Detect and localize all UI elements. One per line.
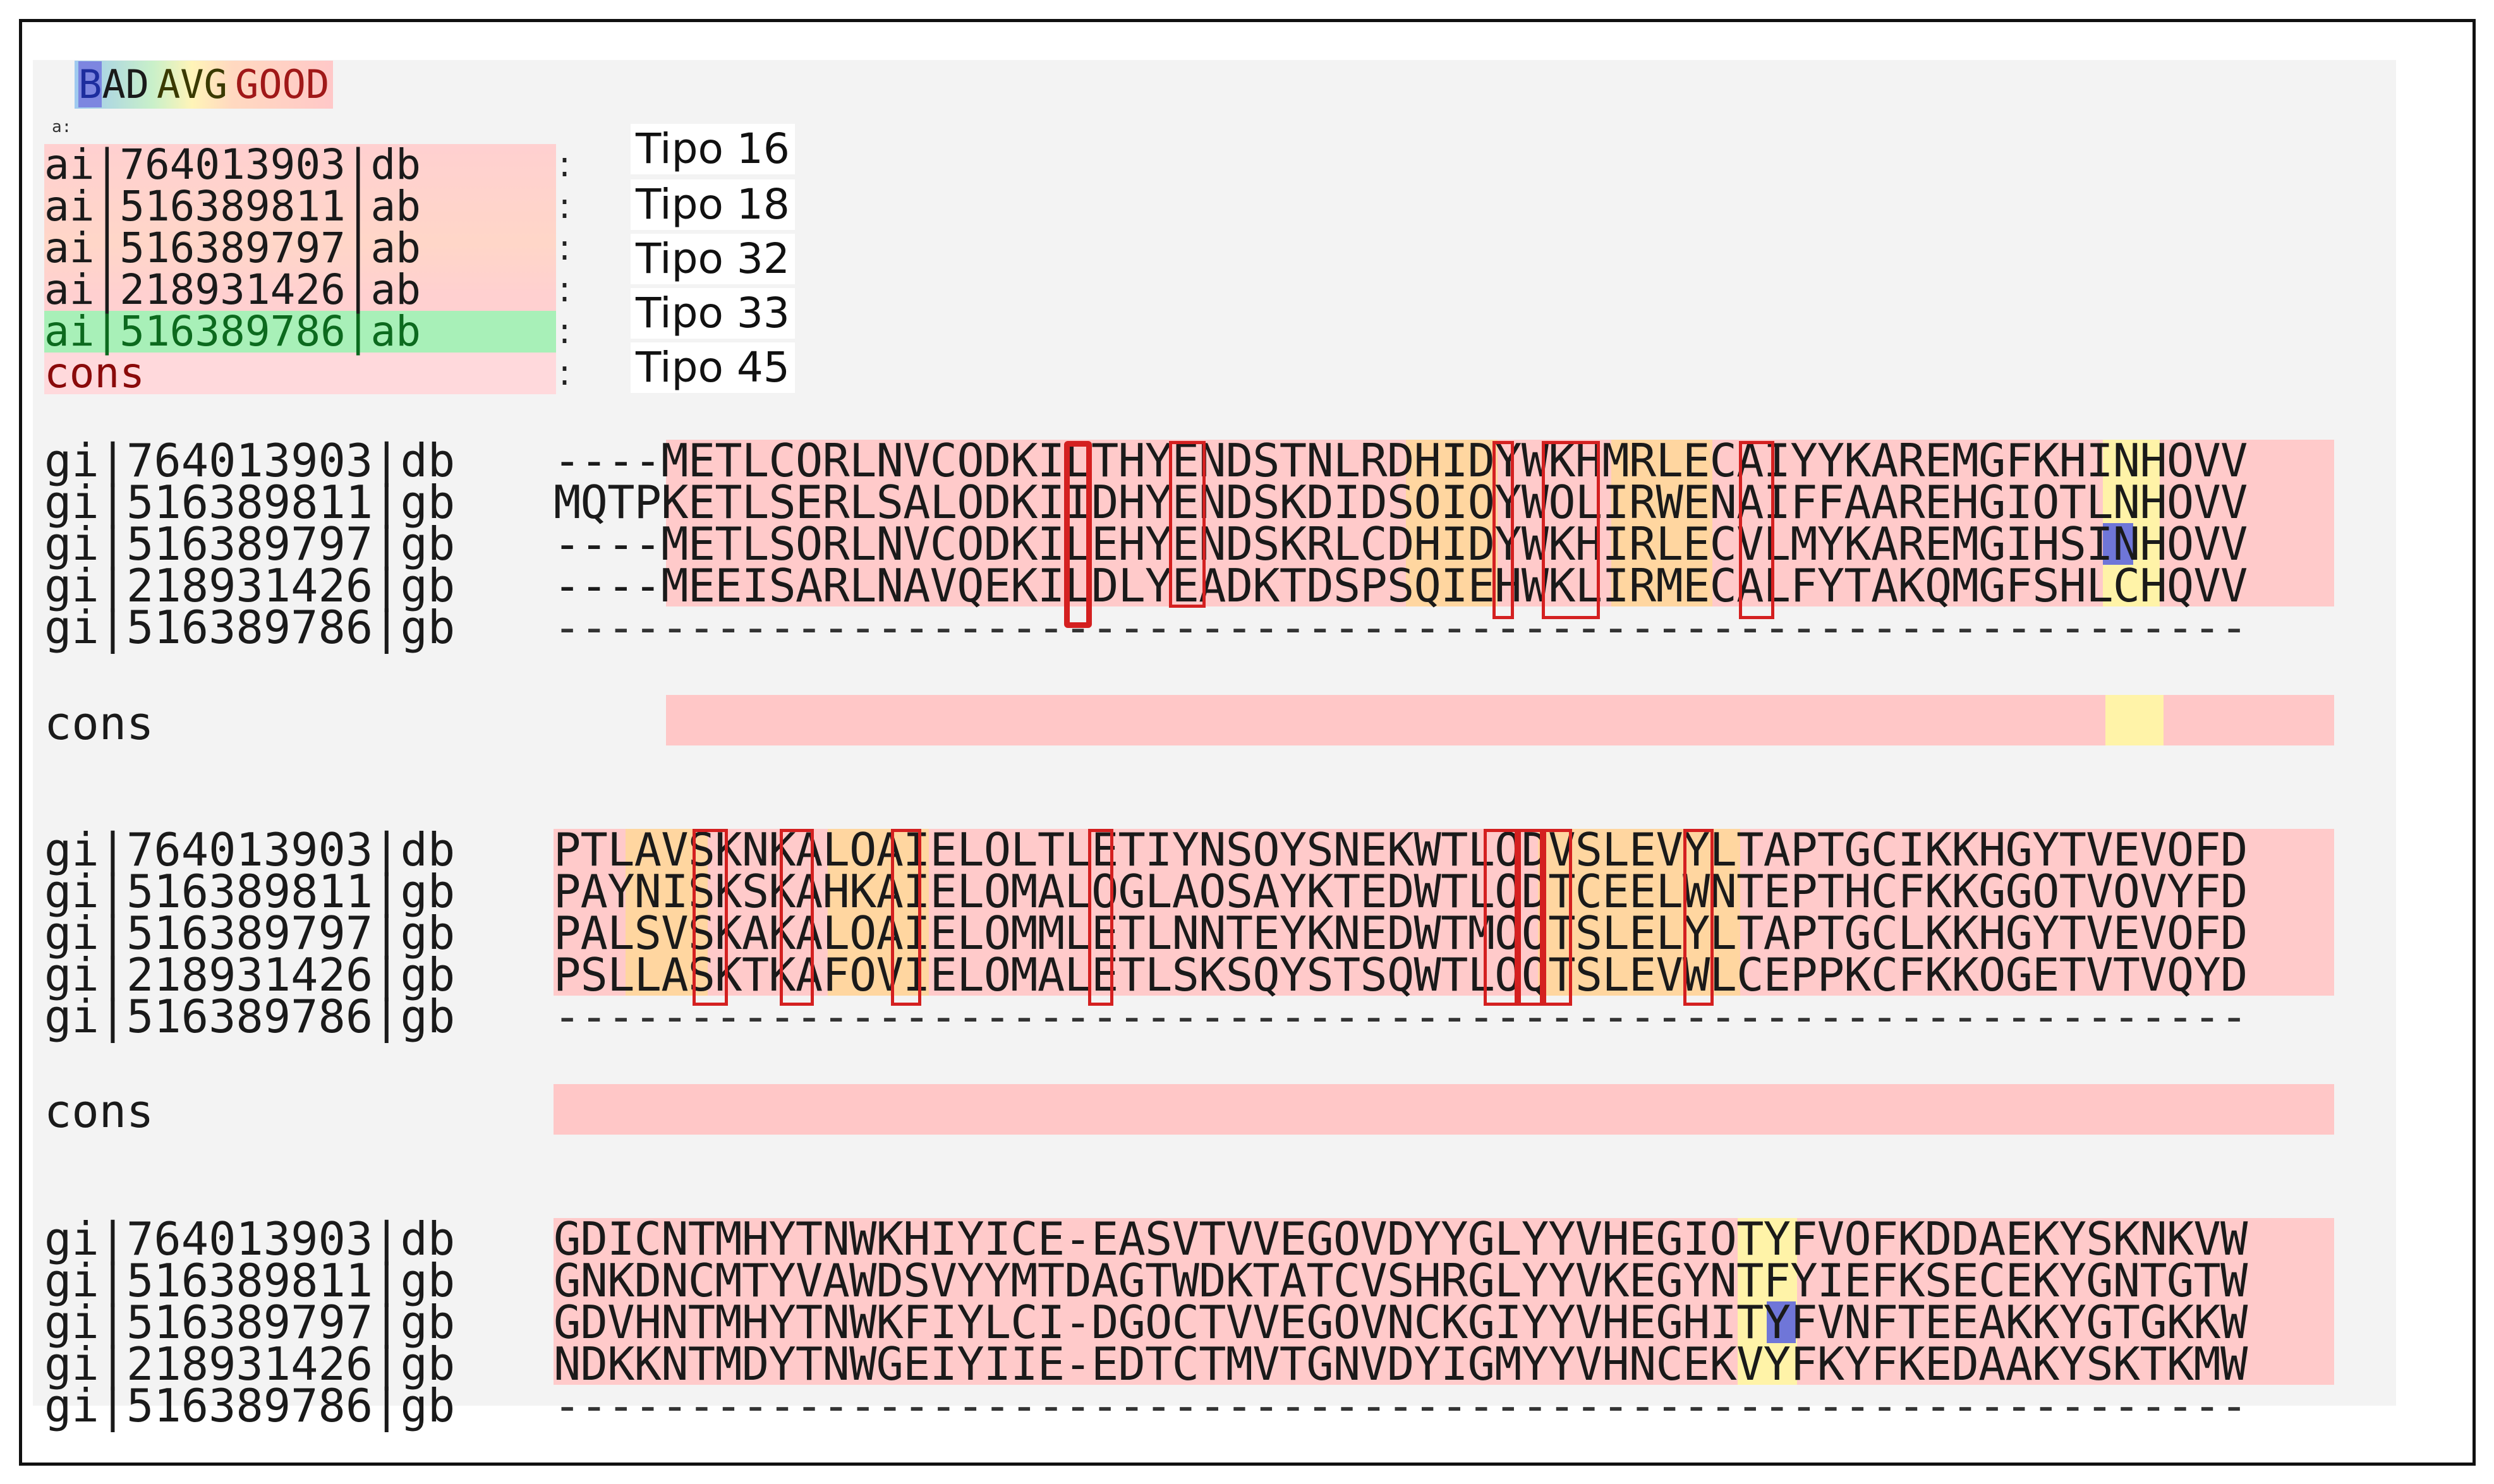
colon: : [559,144,571,185]
colon: : [559,186,571,227]
conserved-column-box [1484,829,1518,1006]
conserved-column-box [693,829,728,1006]
header-name-1: ai|764013903|db [44,140,421,189]
seq-name-b3-r3: gi|516389797|gb [44,1296,456,1349]
header-name-2: ai|516389811|ab [44,182,421,231]
seq-name-b2-r1: gi|764013903|db [44,823,456,876]
seq-name-b3-r4: gi|218931426|gb [44,1337,456,1390]
header-name-cons: cons [44,349,145,397]
bad-score-cell [2103,523,2133,565]
colon: : [559,227,571,268]
conserved-column-box [1064,441,1092,628]
seq-name-b3-r2: gi|516389811|gb [44,1254,456,1307]
seq-name-b1-r5: gi|516389786|gb [44,601,456,654]
sequence-b1-r5: ----------------------------------------… [554,601,2248,654]
conserved-column-box [1739,441,1774,619]
conserved-column-box [1169,441,1206,608]
conserved-column-box [780,829,814,1006]
cons-label-b1: cons [44,697,154,750]
tipo-label-16: Tipo 16 [631,124,795,174]
conserved-column-box [1492,441,1514,619]
tipo-label-18: Tipo 18 [631,179,795,230]
sequence-b2-r4: PSLLASKTKAFOVIELOMALETLSKSQYSTSQWTLOQTSL… [554,948,2248,1001]
sequence-b1-r2: MQTPKETLSERLSALODKIIDHYENDSKDIDSOIOYWOLI… [554,476,2248,529]
header-name-3: ai|516389797|ab [44,224,421,272]
tipo-label-45: Tipo 45 [631,342,795,393]
consensus-bar-b1 [666,695,2334,745]
header-name-4: ai|218931426|ab [44,265,421,314]
seq-name-b2-r2: gi|516389811|gb [44,865,456,918]
colon: : [559,311,571,352]
sequence-b3-r4: NDKKNTMDYTNWGEIYIIE-EDTCTMVTGNVDYIGMYYVH… [554,1337,2248,1390]
tipo-label-33: Tipo 33 [631,288,795,339]
seq-name-b2-r4: gi|218931426|gb [44,948,456,1001]
legend-avg: AVG [152,61,231,109]
conserved-column-box [1518,829,1543,1006]
legend-bad: BAD [75,61,153,109]
conserved-column-box [891,829,921,1006]
consensus-bar-b2 [554,1084,2334,1135]
sequence-b3-r3: GDVHNTMHYTNWKFIYLCI-DGOCTVVEGOVNCKGIYYVH… [554,1296,2248,1349]
colon: : [559,269,571,310]
sequence-b2-r1: PTLAVSKNKALOAIELOLTLETIYNSOYSNEKWTLODVSL… [554,823,2248,876]
colon: : [559,353,571,394]
seq-name-b3-r1: gi|764013903|db [44,1212,456,1265]
highlighted-name-bg [44,311,556,353]
color-legend: BAD AVG GOOD [75,61,334,109]
legend-good: GOOD [231,61,334,109]
conserved-column-box [1542,441,1600,619]
bad-score-cell [1767,1301,1796,1343]
sequence-b3-r1: GDICNTMHYTNWKHIYICE-EASVTVVEGOVDYYGLYYVH… [554,1212,2248,1265]
legend-small-mark: a: [52,118,72,136]
seq-name-b2-r5: gi|516389786|gb [44,990,456,1043]
seq-name-b1-r4: gi|218931426|gb [44,559,456,612]
sequence-b2-r3: PALSVSKAKALOAIELOMMLETLNNTEYKNEDWTMOOTSL… [554,907,2248,960]
seq-name-b1-r2: gi|516389811|gb [44,476,456,529]
seq-name-b1-r1: gi|764013903|db [44,434,456,487]
seq-name-b2-r3: gi|516389797|gb [44,907,456,960]
sequence-b1-r1: ----METLCORLNVCODKILTHYENDSTNLRDHIDYWKHM… [554,434,2248,487]
seq-name-b1-r3: gi|516389797|gb [44,517,456,570]
conserved-column-box [1088,829,1113,1006]
sequence-b1-r4: ----MEEISARLNAVQEKILDLYEADKTDSPSQIEHWKLI… [554,559,2248,612]
header-name-5: ai|516389786|ab [44,307,421,356]
conserved-column-box [1683,829,1714,1006]
cons-label-b2: cons [44,1085,154,1138]
seq-name-b3-r5: gi|516389786|gb [44,1379,456,1432]
sequence-b2-r2: PAYNISKSKAHKAIELOMALOGLAOSAYKTEDWTLODTCE… [554,865,2248,918]
sequence-b3-r2: GNKDNCMTYVAWDSVYYMTDAGTWDKTATCVSHRGLYYVK… [554,1254,2248,1307]
sequence-b1-r3: ----METLSORLNVCODKILEHYENDSKRLCDHIDYWKHI… [554,517,2248,570]
sequence-b2-r5: ----------------------------------------… [554,990,2248,1043]
tipo-label-32: Tipo 32 [631,234,795,284]
conserved-column-box [1543,829,1572,1006]
sequence-b3-r5: ----------------------------------------… [554,1379,2248,1432]
